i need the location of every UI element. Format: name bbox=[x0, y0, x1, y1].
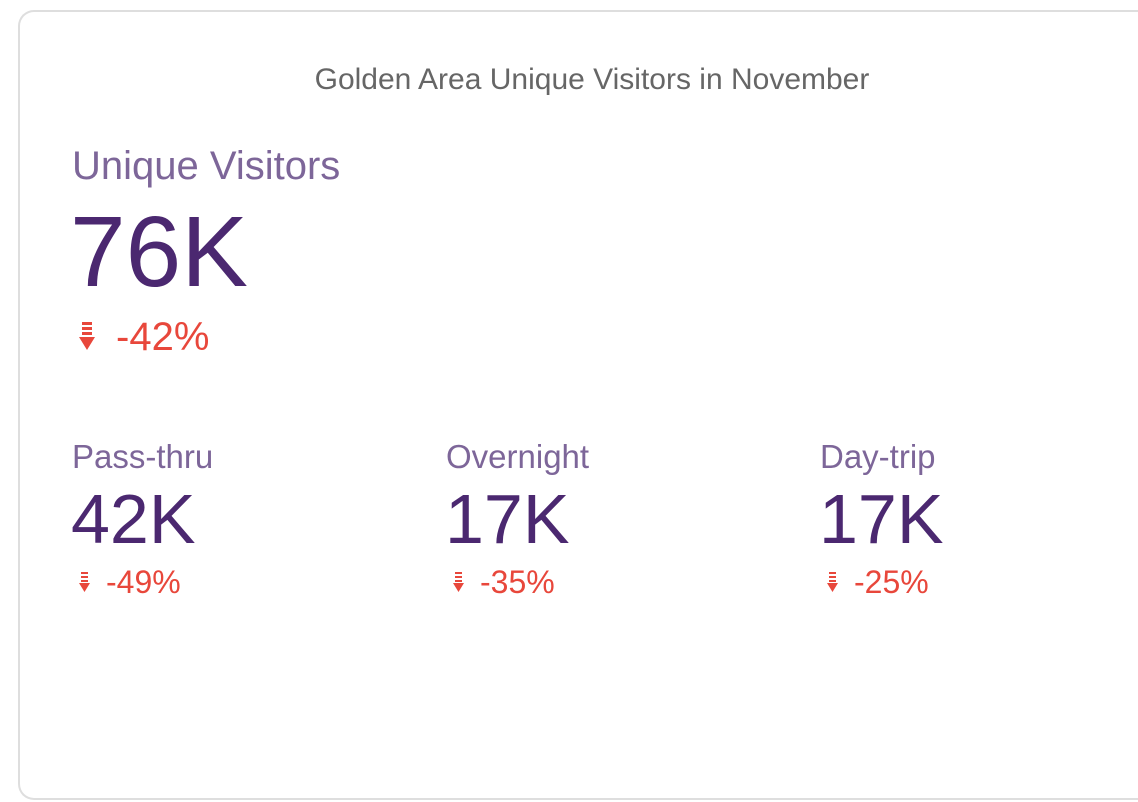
main-label: Unique Visitors bbox=[72, 144, 341, 188]
down-arrow-icon bbox=[453, 572, 464, 592]
item-change: -49% bbox=[106, 564, 181, 600]
main-change: -42% bbox=[116, 315, 210, 359]
item-change: -25% bbox=[854, 564, 929, 600]
item-value: 17K bbox=[445, 480, 570, 558]
card-title: Golden Area Unique Visitors in November bbox=[314, 63, 870, 96]
down-arrow-icon bbox=[827, 572, 838, 592]
down-arrow-icon bbox=[79, 322, 95, 350]
item-change: -35% bbox=[480, 564, 555, 600]
item-value: 17K bbox=[819, 480, 944, 558]
item-label: Overnight bbox=[446, 438, 590, 475]
item-label: Day-trip bbox=[820, 438, 936, 475]
kpi-card bbox=[18, 10, 1138, 800]
item-value: 42K bbox=[71, 480, 196, 558]
main-value: 76K bbox=[70, 196, 248, 308]
down-arrow-icon bbox=[79, 572, 90, 592]
item-label: Pass-thru bbox=[72, 438, 214, 475]
